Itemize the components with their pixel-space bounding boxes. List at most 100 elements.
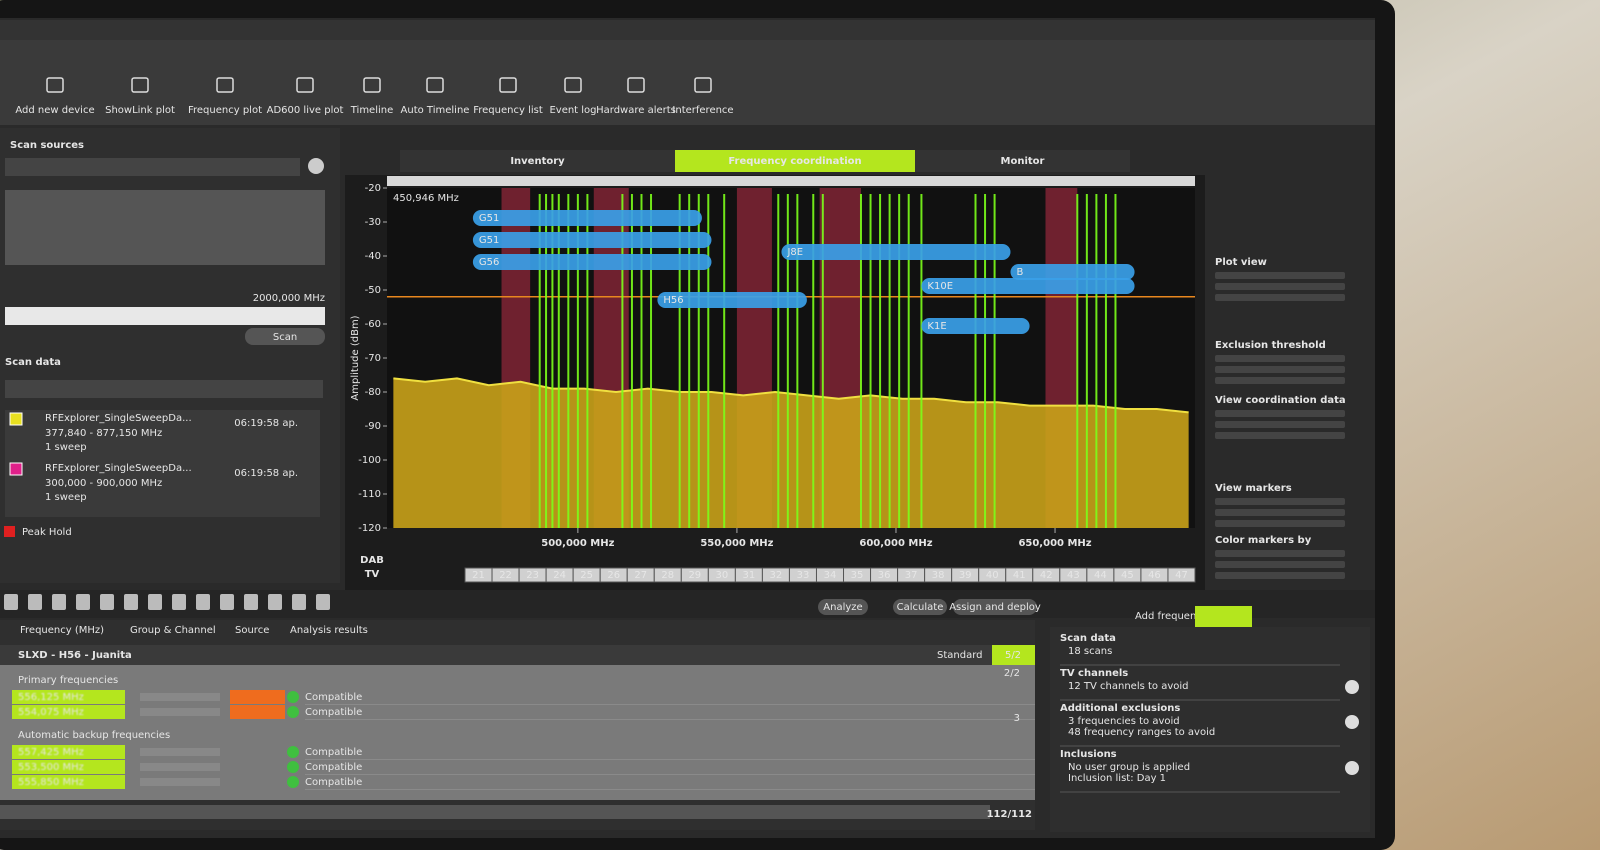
setting-row[interactable] [1215, 520, 1345, 527]
coordination-bar[interactable] [657, 292, 807, 308]
peak-hold-swatch[interactable] [4, 526, 15, 537]
coordination-bar[interactable] [472, 210, 702, 226]
toolbar-label[interactable]: Add new device [15, 105, 94, 116]
toolbar-icon[interactable] [564, 77, 582, 93]
frequency-cell[interactable] [12, 705, 125, 719]
toolbar-label[interactable]: Auto Timeline [401, 105, 470, 116]
coordination-bar[interactable] [472, 254, 712, 270]
scan-swatch[interactable] [9, 462, 23, 476]
frequency-cell[interactable] [12, 690, 125, 704]
tab-label[interactable]: Inventory [510, 156, 565, 167]
toolbar-icon[interactable] [426, 77, 444, 93]
tab-label[interactable]: Monitor [1001, 156, 1045, 167]
column-header[interactable]: Source [235, 625, 269, 636]
tool-icon[interactable] [124, 594, 138, 610]
column-header[interactable]: Group & Channel [130, 625, 216, 636]
toolbar-label[interactable]: Timeline [350, 105, 394, 116]
tool-icon[interactable] [244, 594, 258, 610]
scan-sweeps: 1 sweep [45, 492, 87, 503]
setting-row[interactable] [1215, 498, 1345, 505]
tool-icon[interactable] [292, 594, 306, 610]
toolbar-label[interactable]: Hardware alerts [596, 105, 676, 116]
scan-swatch[interactable] [9, 412, 23, 426]
band-label: TV [365, 569, 380, 580]
frequency-cell[interactable] [12, 760, 125, 774]
toolbar-icon[interactable] [216, 77, 234, 93]
setting-row[interactable] [1215, 272, 1345, 279]
tool-icon[interactable] [52, 594, 66, 610]
setting-row[interactable] [1215, 283, 1345, 290]
summary-button[interactable] [1195, 606, 1252, 627]
search-field[interactable] [5, 380, 323, 398]
summary-line: 18 scans [1068, 646, 1112, 657]
tab[interactable] [675, 150, 915, 172]
frequency-cell[interactable] [12, 745, 125, 759]
setting-row[interactable] [1215, 509, 1345, 516]
action-label[interactable]: Analyze [823, 602, 862, 613]
setting-row[interactable] [1215, 294, 1345, 301]
expand-icon[interactable] [1345, 680, 1359, 694]
setting-row[interactable] [1215, 561, 1345, 568]
action-button[interactable] [893, 599, 947, 615]
scan-button-label[interactable]: Scan [273, 332, 297, 343]
tool-icon[interactable] [148, 594, 162, 610]
column-header[interactable]: Analysis results [290, 625, 368, 636]
setting-row[interactable] [1215, 432, 1345, 439]
toolbar-label[interactable]: Event log [549, 105, 596, 116]
setting-row[interactable] [1215, 366, 1345, 373]
scan-range: 377,840 - 877,150 MHz [45, 428, 162, 439]
tool-icon[interactable] [316, 594, 330, 610]
coordination-bar[interactable] [472, 232, 712, 248]
tab[interactable] [915, 150, 1130, 172]
range-slider[interactable] [5, 307, 325, 325]
scan-button[interactable] [245, 328, 325, 345]
toolbar-label[interactable]: ShowLink plot [105, 105, 175, 116]
toolbar-icon[interactable] [499, 77, 517, 93]
toolbar-icon[interactable] [363, 77, 381, 93]
tool-icon[interactable] [28, 594, 42, 610]
tool-icon[interactable] [268, 594, 282, 610]
setting-row[interactable] [1215, 410, 1345, 417]
coordination-bar[interactable] [921, 278, 1135, 294]
tool-icon[interactable] [4, 594, 18, 610]
column-header[interactable]: Frequency (MHz) [20, 625, 104, 636]
tool-icon[interactable] [100, 594, 114, 610]
toolbar-icon[interactable] [131, 77, 149, 93]
frequency-cell[interactable] [12, 775, 125, 789]
action-label[interactable]: Calculate [897, 602, 944, 613]
settings-icon[interactable] [308, 158, 324, 174]
toolbar-label[interactable]: Frequency list [473, 105, 543, 116]
setting-row[interactable] [1215, 572, 1345, 579]
action-button[interactable] [818, 599, 868, 615]
setting-row[interactable] [1215, 355, 1345, 362]
toolbar-icon[interactable] [296, 77, 314, 93]
toolbar-label[interactable]: Interference [672, 105, 733, 116]
add-frequencies[interactable]: Add frequencies [1135, 611, 1216, 622]
expand-icon[interactable] [1345, 715, 1359, 729]
tool-icon[interactable] [196, 594, 210, 610]
tool-icon[interactable] [172, 594, 186, 610]
coordination-bar[interactable] [781, 244, 1011, 260]
toolbar-icon[interactable] [694, 77, 712, 93]
coordination-bar[interactable] [1010, 264, 1135, 280]
toolbar-label[interactable]: AD600 live plot [267, 105, 344, 116]
status-icon [287, 691, 299, 703]
tv-channel[interactable] [1167, 567, 1196, 583]
tool-icon[interactable] [220, 594, 234, 610]
tool-icon[interactable] [76, 594, 90, 610]
tab[interactable] [400, 150, 675, 172]
coordination-bar[interactable] [921, 318, 1030, 334]
action-button[interactable] [953, 599, 1037, 615]
setting-row[interactable] [1215, 550, 1345, 557]
expand-icon[interactable] [1345, 761, 1359, 775]
toolbar-icon[interactable] [627, 77, 645, 93]
y-tick-label: -80 [365, 387, 381, 398]
search-field[interactable] [5, 158, 300, 176]
action-label[interactable]: Assign and deploy [949, 602, 1041, 613]
setting-row[interactable] [1215, 421, 1345, 428]
toolbar-label[interactable]: Frequency plot [188, 105, 262, 116]
tab-label[interactable]: Frequency coordination [728, 156, 861, 167]
toolbar-icon[interactable] [46, 77, 64, 93]
result: Compatible [305, 747, 362, 758]
setting-row[interactable] [1215, 377, 1345, 384]
